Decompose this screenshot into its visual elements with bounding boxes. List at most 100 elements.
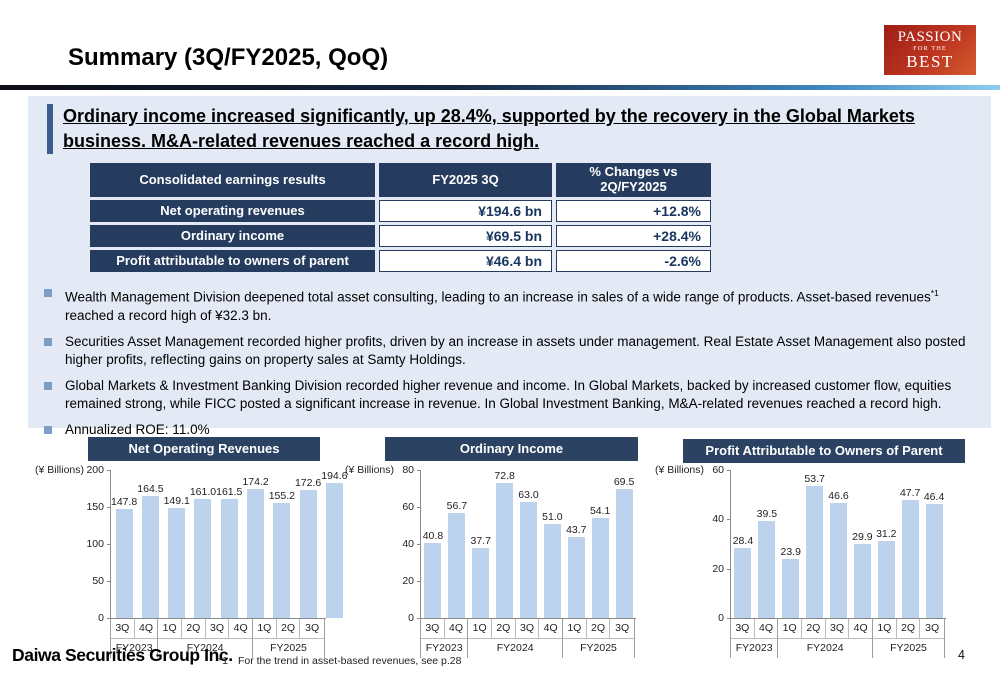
bar xyxy=(758,520,776,618)
bar-value-label: 72.8 xyxy=(494,470,515,483)
logo-text-line1: PASSION xyxy=(897,28,963,45)
plot-area: 147.8 164.5 149.1 161.0 161.5 174.2 155.2 172.6… xyxy=(110,470,348,619)
bar-value-label: 164.5 xyxy=(137,483,164,496)
x-axis-quarter-label: 3Q xyxy=(731,619,755,639)
accent-bar xyxy=(47,104,53,154)
table-header-cell: % Changes vs 2Q/FY2025 xyxy=(556,163,711,197)
y-axis-tick-label: 40 xyxy=(402,538,414,550)
x-axis-quarter-label: 3Q xyxy=(920,619,944,639)
y-axis-tick xyxy=(417,507,420,508)
chart-3: Profit Attributable to Owners of Parent(… xyxy=(650,435,990,670)
bar xyxy=(877,541,895,618)
x-axis-group-row: FY2023 FY2024 FY2025 xyxy=(421,639,634,658)
y-axis-tick xyxy=(107,618,110,619)
y-axis-tick-label: 40 xyxy=(712,513,724,526)
plot-area: 28.4 39.5 23.9 53.7 46.6 29.9 31.2 47.7 46.4 xyxy=(730,470,946,619)
bar-slot: 43.7 xyxy=(564,470,588,618)
bar xyxy=(567,537,585,618)
bar-slot: 155.2 xyxy=(269,470,295,618)
table-row-change: +28.4% xyxy=(556,225,711,247)
bar-slot: 194.6 xyxy=(321,470,348,618)
bar xyxy=(115,508,133,618)
bar-slot: 47.7 xyxy=(898,470,922,618)
bar-value-label: 56.7 xyxy=(446,500,468,513)
bar-slot: 147.8 xyxy=(111,470,137,618)
bar xyxy=(273,503,291,618)
bullet-item: Wealth Management Division deepened tota… xyxy=(44,284,979,326)
bar xyxy=(591,517,609,618)
chart-title: Profit Attributable to Owners of Parent xyxy=(683,439,965,463)
footnote-ref: *1 xyxy=(930,288,939,298)
x-axis-quarter-label: 1Q xyxy=(778,619,802,639)
x-axis-quarter-label: 1Q xyxy=(468,619,492,639)
x-axis-quarter-label: 3Q xyxy=(515,619,540,639)
bar-value-label: 46.4 xyxy=(923,490,945,503)
y-axis-tick-label: 60 xyxy=(402,501,414,513)
x-axis-quarter-label: 1Q xyxy=(562,619,587,639)
chart-title: Net Operating Revenues xyxy=(88,437,320,461)
y-axis-tick xyxy=(417,470,420,471)
bar-value-label: 31.2 xyxy=(876,528,897,540)
bar-slot: 72.8 xyxy=(493,470,517,618)
footnote-text: For the trend in asset-based revenues, s… xyxy=(237,655,462,667)
chart-1: Net Operating Revenues (¥ Billions) 0 50 100… xyxy=(30,435,348,670)
bar-value-label: 28.4 xyxy=(732,534,754,547)
x-axis: 3Q 4Q 1Q 2Q 3Q 4Q 1Q 2Q 3Q FY2023 FY2024 FY2025 xyxy=(420,619,635,658)
axis-unit-label: (¥ Billions) xyxy=(345,464,395,476)
bullet-text: Annualized ROE: 11.0% xyxy=(65,421,210,437)
bar-slot: 28.4 xyxy=(731,470,755,618)
x-axis-quarter-label: 2Q xyxy=(276,619,301,639)
bar xyxy=(853,544,871,618)
table-row-label: Net operating revenues xyxy=(90,200,375,222)
bar-slot: 39.5 xyxy=(755,470,779,618)
bar-value-label: 147.8 xyxy=(111,495,138,508)
company-name: Daiwa Securities Group Inc. xyxy=(12,645,233,665)
plot-area: 40.8 56.7 37.7 72.8 63.0 51.0 43.7 54.1 69.5 xyxy=(420,470,636,619)
y-axis-tick xyxy=(107,470,110,471)
x-axis-group-row: FY2023 FY2024 FY2025 xyxy=(731,639,944,658)
bar-value-label: 47.7 xyxy=(899,487,921,500)
x-axis-quarter-label: 2Q xyxy=(491,619,516,639)
axis-unit-label: (¥ Billions) xyxy=(655,464,705,476)
x-axis-quarter-label: 3Q xyxy=(300,619,324,639)
bar-slot: 46.6 xyxy=(827,470,851,618)
bullet-square-icon xyxy=(44,381,52,390)
bar xyxy=(247,489,265,618)
bar-slot: 161.5 xyxy=(216,470,242,618)
bar-slot: 164.5 xyxy=(137,470,164,618)
bar xyxy=(734,547,752,618)
bar-slot: 31.2 xyxy=(874,470,898,618)
x-axis-quarter-label: 4Q xyxy=(134,619,159,639)
bar-value-label: 53.7 xyxy=(804,472,825,485)
logo-text-line3: BEST xyxy=(906,52,954,72)
x-axis-quarter-label: 2Q xyxy=(896,619,921,639)
x-axis-fiscal-year-label: FY2025 xyxy=(890,642,927,654)
x-axis-fiscal-year-label: FY2024 xyxy=(158,639,253,658)
bar-slot: 40.8 xyxy=(421,470,445,618)
x-axis-quarter-label: 1Q xyxy=(872,619,897,639)
bar-slot: 23.9 xyxy=(779,470,803,618)
bullet-text: Securities Asset Management recorded hig… xyxy=(65,333,966,368)
table-row-change: +12.8% xyxy=(556,200,711,222)
x-axis-quarter-label: 4Q xyxy=(444,619,469,639)
bar-value-label: 174.2 xyxy=(242,476,269,489)
bullet-item: Annualized ROE: 11.0% xyxy=(44,421,979,440)
y-axis-tick-label: 0 xyxy=(408,612,414,624)
bar xyxy=(782,559,800,618)
bar-value-label: 51.0 xyxy=(542,510,563,523)
page-number: 4 xyxy=(958,648,965,662)
x-axis-quarter-label: 3Q xyxy=(205,619,230,639)
y-axis-tick-label: 100 xyxy=(86,538,104,550)
x-axis-fiscal-year-label: FY2023 xyxy=(111,639,159,658)
bar-slot: 29.9 xyxy=(850,470,874,618)
bar xyxy=(168,507,186,618)
bar xyxy=(141,496,159,618)
bar-slot: 51.0 xyxy=(540,470,564,618)
passion-for-the-best-logo: PASSION FOR THE BEST xyxy=(884,25,976,75)
bar-slot: 37.7 xyxy=(469,470,493,618)
bar-slot: 56.7 xyxy=(445,470,469,618)
x-axis-fiscal-year-label: FY2025 xyxy=(580,642,617,654)
bullet-text: Wealth Management Division deepened tota… xyxy=(65,288,939,323)
table-row-value: ¥194.6 bn xyxy=(379,200,552,222)
